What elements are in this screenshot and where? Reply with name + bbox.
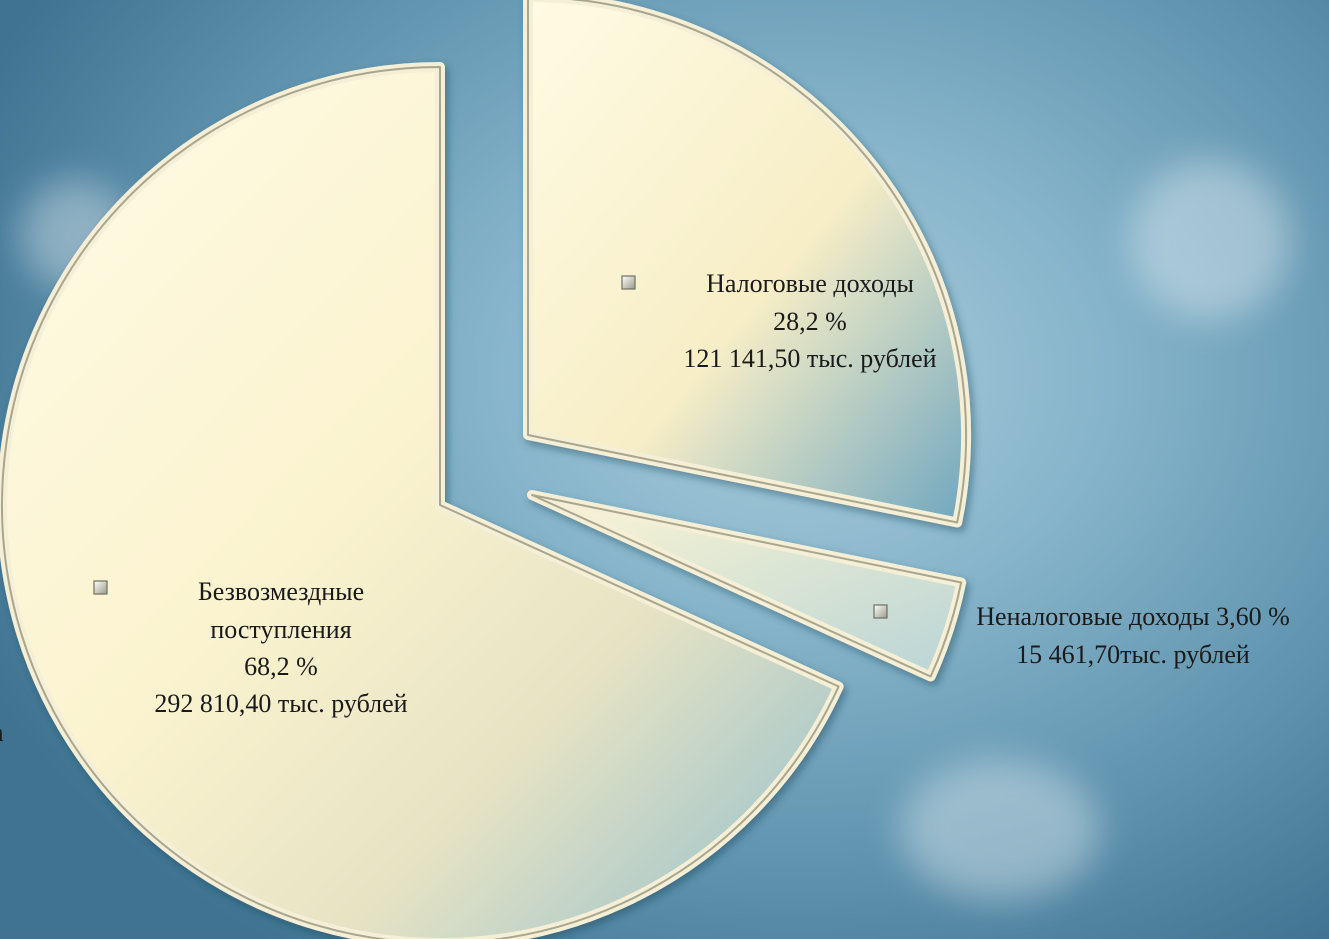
label-nenalogovye-name: Неналоговые доходы 3,60 % [976, 602, 1289, 631]
label-nalogovye-percent: 28,2 % [773, 307, 847, 336]
label-bezvozmezdnye-name-1: Безвозмездные [198, 577, 364, 606]
label-nenalogovye-amount: 15 461,70тыс. рублей [1016, 640, 1250, 669]
slice-nenalogovye-bevel [531, 494, 963, 678]
background-bokeh [900, 760, 1100, 900]
slice-bezvozmezdnye [0, 62, 844, 939]
slice-nenalogovye [527, 490, 967, 682]
slice-nalogovye [523, 0, 971, 528]
label-bezvozmezdnye-amount: 292 810,40 тыс. рублей [154, 689, 407, 718]
label-nalogovye-amount: 121 141,50 тыс. рублей [683, 344, 936, 373]
label-bezvozmezdnye-percent: 68,2 % [244, 652, 318, 681]
slice-nalogovye-shape [523, 0, 971, 528]
label-bezvozmezdnye-name-2: поступления [210, 615, 351, 644]
slice-bezvozmezdnye-bevel [1, 66, 840, 939]
background-bokeh [1130, 160, 1290, 320]
legend-marker-nenalogovye [873, 604, 888, 619]
legend-marker-bezvozmezdnye [93, 580, 108, 595]
label-nalogovye-name: Налоговые доходы [706, 269, 914, 298]
legend-marker-nalogovye [621, 275, 636, 290]
stray-text-fragment: a [0, 718, 4, 748]
slice-nalogovye-bevel [527, 0, 967, 524]
